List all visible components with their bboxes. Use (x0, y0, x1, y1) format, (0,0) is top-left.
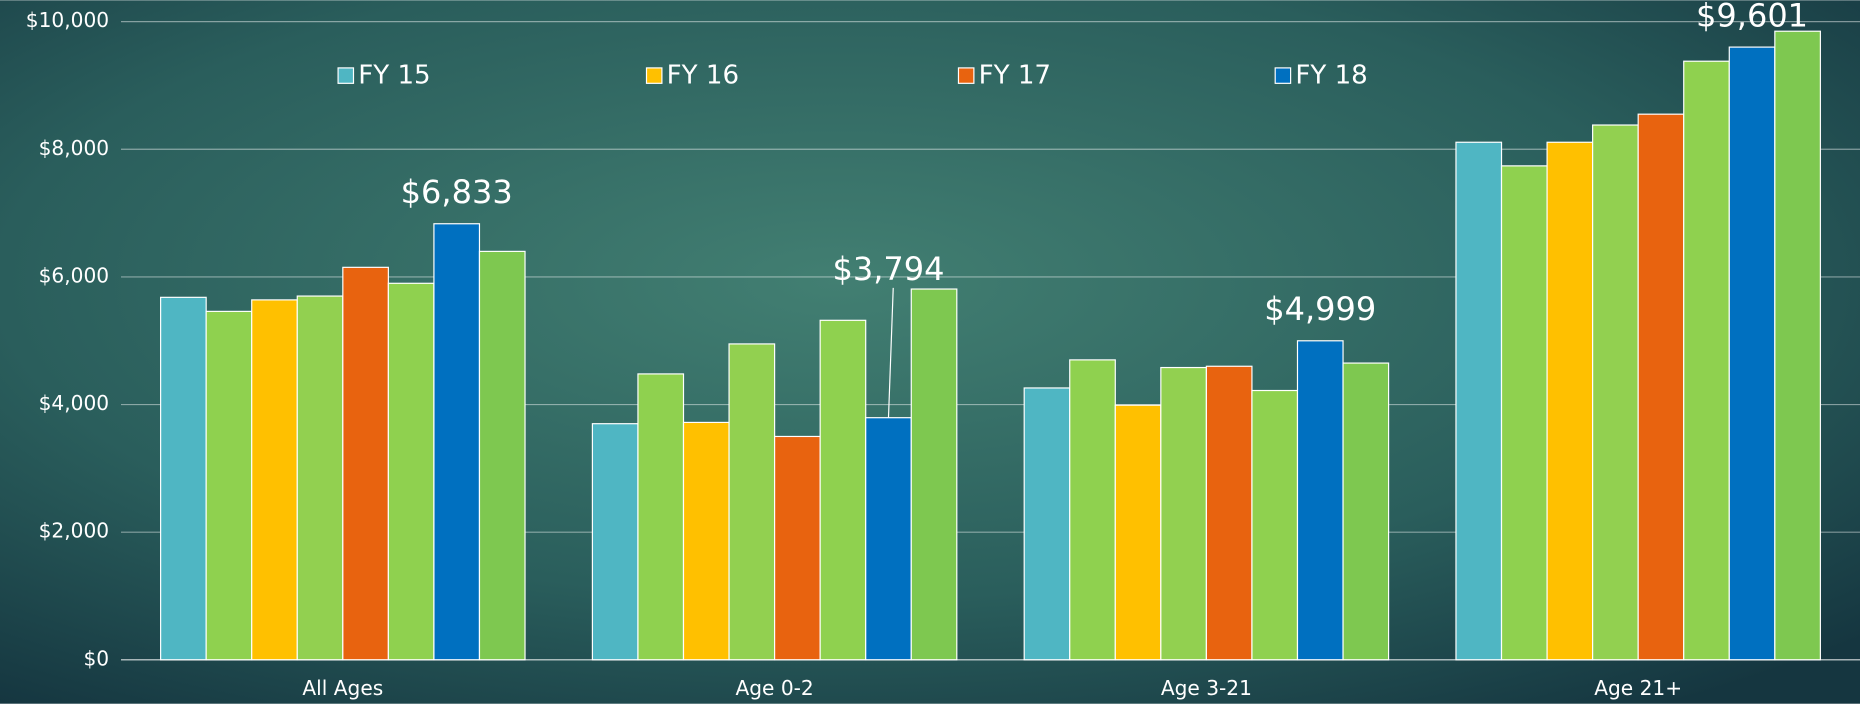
bar (1023, 387, 1071, 661)
bar (910, 288, 958, 661)
legend-swatch (1274, 67, 1292, 84)
y-tick-label: $4,000 (39, 391, 110, 415)
bar (1774, 30, 1821, 661)
y-tick-label: $6,000 (39, 263, 110, 287)
value-label: $3,794 (832, 250, 944, 288)
legend-swatch (645, 67, 663, 84)
bar (296, 295, 344, 661)
y-tick-label: $2,000 (39, 519, 110, 543)
bar (1205, 365, 1253, 661)
bar (205, 310, 253, 661)
bar (1546, 141, 1594, 661)
bar (1251, 389, 1299, 661)
bar (637, 373, 685, 661)
bar (433, 223, 481, 661)
bar (251, 299, 298, 661)
legend-swatch (337, 67, 355, 84)
x-tick-label: Age 21+ (1594, 676, 1682, 700)
leader-line (887, 287, 894, 418)
y-tick-label: $0 (83, 646, 109, 670)
x-tick-label: All Ages (302, 676, 383, 700)
value-label: $4,999 (1264, 290, 1376, 328)
bar (865, 417, 912, 661)
bar (1455, 141, 1503, 661)
bar (342, 266, 389, 661)
legend-label: FY 15 (358, 61, 430, 91)
legend-label: FY 17 (979, 61, 1051, 91)
y-tick-label: $8,000 (39, 136, 110, 160)
value-label: $9,601 (1696, 0, 1808, 34)
legend-swatch (957, 67, 975, 84)
bar (1500, 165, 1548, 661)
bar (1592, 124, 1639, 661)
value-label: $6,833 (401, 173, 513, 211)
bar (728, 343, 776, 661)
bar (160, 296, 207, 661)
bar (387, 282, 435, 661)
legend-label: FY 18 (1295, 61, 1367, 91)
x-tick-label: Age 0-2 (735, 676, 813, 700)
bar (1069, 359, 1116, 661)
bar (1728, 46, 1776, 661)
bar (1342, 362, 1390, 661)
bar (478, 250, 526, 661)
bar (591, 423, 639, 661)
bar (1296, 340, 1344, 661)
y-tick-label: $10,000 (26, 8, 109, 32)
x-tick-label: Age 3-21 (1161, 676, 1252, 700)
bar (682, 421, 730, 661)
bar (819, 319, 867, 661)
legend-label: FY 16 (667, 61, 739, 91)
bar (1683, 60, 1730, 661)
bar (1114, 404, 1162, 661)
bar (1160, 366, 1207, 661)
bar (774, 435, 821, 661)
bar (1637, 113, 1685, 661)
